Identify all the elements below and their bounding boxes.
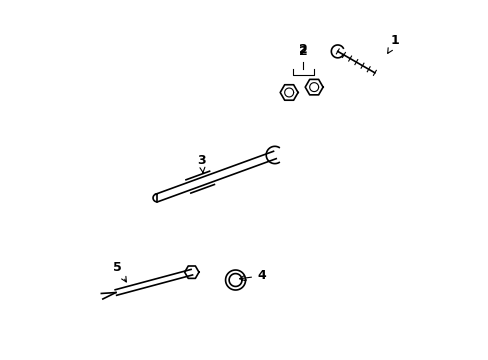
Text: 1: 1 — [387, 34, 399, 53]
Text: 2: 2 — [299, 45, 307, 58]
Text: 4: 4 — [239, 269, 265, 282]
Text: 3: 3 — [197, 154, 205, 173]
Text: 2: 2 — [299, 43, 307, 56]
Text: 5: 5 — [113, 261, 126, 282]
